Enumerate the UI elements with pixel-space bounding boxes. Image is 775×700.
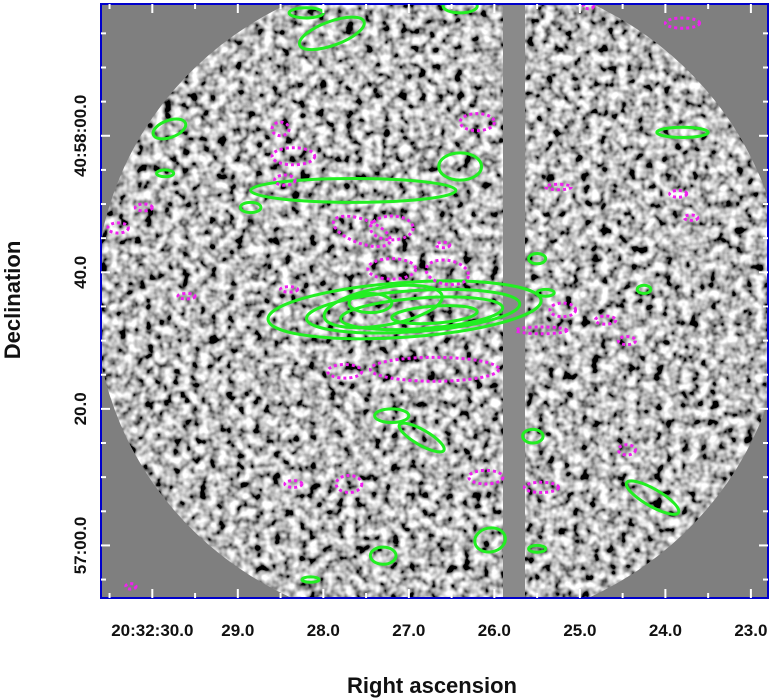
magenta-dotted-contour (424, 258, 470, 287)
green-contour (437, 151, 484, 182)
green-contour (527, 252, 548, 266)
magenta-dotted-contour (326, 362, 364, 380)
magenta-dotted-contour (270, 146, 317, 167)
green-contour (624, 479, 681, 516)
magenta-dotted-contour (124, 582, 138, 591)
magenta-dotted-contour (548, 301, 578, 319)
magenta-dotted-contour (581, 4, 596, 11)
green-contour (297, 15, 366, 52)
magenta-dotted-contour (663, 16, 702, 30)
x-tick-label: 25.0 (563, 621, 596, 640)
y-axis-title: Declination (0, 241, 25, 360)
green-contour (322, 283, 444, 330)
x-tick-label: 20:32:30.0 (111, 621, 193, 640)
magenta-dotted-contour (279, 285, 300, 294)
plot-frame (100, 3, 769, 599)
magenta-dotted-contour (368, 355, 501, 383)
green-contour (238, 200, 263, 215)
green-contour (397, 421, 446, 454)
magenta-dotted-contour (176, 291, 197, 301)
green-contour (155, 168, 176, 179)
x-tick-label: 23.0 (734, 621, 767, 640)
x-tick-label: 24.0 (649, 621, 682, 640)
magenta-dotted-contour (368, 214, 415, 242)
green-contour (521, 427, 545, 445)
magenta-dotted-contour (366, 257, 418, 281)
magenta-dotted-contour (616, 335, 637, 347)
green-contour (473, 526, 507, 554)
y-tick-label: 40:58:00.0 (71, 95, 90, 177)
magenta-dotted-contour (458, 112, 496, 133)
magenta-dotted-contour (682, 213, 700, 222)
magenta-dotted-contour (616, 443, 637, 457)
y-tick-label: 40.0 (71, 256, 90, 289)
green-contour (347, 291, 394, 315)
green-contour (655, 125, 710, 139)
magenta-dotted-contour (334, 473, 364, 495)
magenta-dotted-contour (514, 325, 569, 336)
green-contour (390, 304, 479, 326)
noise-field (101, 4, 768, 598)
green-contour (373, 407, 411, 425)
magenta-dotted-contour (106, 221, 130, 235)
x-tick-label: 27.0 (392, 621, 425, 640)
green-contour (304, 287, 522, 335)
green-contour (635, 283, 653, 295)
x-tick-label: 29.0 (221, 621, 254, 640)
central-stripe (503, 4, 525, 598)
x-tick-label: 26.0 (478, 621, 511, 640)
y-tick-label: 20.0 (71, 392, 90, 425)
green-contour (368, 545, 398, 566)
magenta-dotted-contour (544, 182, 573, 192)
x-tick-label: 28.0 (307, 621, 340, 640)
green-contour (535, 287, 556, 298)
x-axis-title: Right ascension (347, 673, 517, 698)
green-contour (300, 575, 321, 584)
magenta-dotted-contour (283, 479, 304, 489)
green-contour (249, 176, 458, 204)
magenta-dotted-contour (434, 240, 452, 250)
magenta-dotted-contour (273, 173, 297, 187)
magenta-dotted-contour (593, 314, 618, 326)
magenta-dotted-contour (467, 468, 505, 486)
magenta-dotted-contour (522, 480, 560, 495)
magenta-dotted-contour (133, 202, 154, 213)
y-tick-label: 57:00.0 (71, 517, 90, 575)
green-contour (266, 279, 543, 341)
magenta-dotted-contour (331, 214, 392, 249)
magenta-dotted-contour (270, 120, 291, 138)
magenta-dotted-contour (668, 188, 689, 199)
green-contour (339, 295, 505, 332)
green-contour (151, 117, 188, 141)
green-contour (441, 4, 479, 15)
green-contour (527, 543, 548, 554)
image-panel (101, 4, 768, 598)
